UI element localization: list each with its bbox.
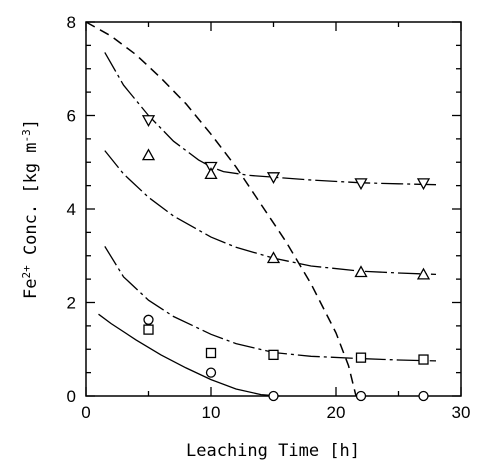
circle-marker	[355, 390, 367, 402]
fit-curve-circle	[98, 313, 280, 397]
triangle-up-marker	[204, 167, 218, 179]
triangle-up-marker	[141, 148, 156, 161]
data-markers	[141, 115, 431, 402]
x-tick-label: 30	[452, 403, 471, 422]
fit-curves	[85, 21, 437, 397]
y-tick-label: 4	[67, 200, 76, 219]
y-axis-label-sup: 2+	[20, 265, 33, 279]
y-axis-label-rest: Conc. [kg m	[21, 142, 41, 265]
axis-ticks	[85, 21, 462, 397]
triangle-down-marker	[416, 178, 431, 191]
triangle-down-marker	[266, 172, 281, 185]
axis-tick-labels: 0 10 20 30 0 2 4 6 8	[67, 13, 471, 422]
circle-marker	[205, 367, 217, 378]
y-axis-label: Fe2+ Conc. [kg m-3]	[20, 119, 42, 299]
x-axis-label: Leaching Time [h]	[186, 441, 360, 461]
y-tick-label: 8	[67, 13, 76, 32]
square-marker	[355, 352, 367, 363]
boundary-dashed-curve	[85, 21, 357, 397]
y-tick-label: 0	[67, 387, 76, 406]
triangle-down-marker	[141, 115, 156, 128]
y-tick-label: 2	[67, 294, 76, 313]
triangle-up-marker	[266, 251, 281, 264]
fit-curve-triangle-up	[104, 150, 437, 276]
triangle-up-marker	[354, 265, 368, 278]
circle-marker	[268, 390, 279, 402]
fit-curve-square	[104, 246, 437, 362]
x-tick-label: 0	[81, 403, 90, 422]
circle-marker	[418, 390, 429, 402]
y-axis-label-base: Fe	[21, 279, 41, 299]
plot-frame	[85, 21, 462, 397]
triangle-up-marker	[416, 267, 431, 280]
x-tick-label: 10	[202, 403, 221, 422]
y-tick-label: 6	[67, 107, 76, 126]
x-tick-label: 20	[327, 403, 346, 422]
square-marker	[418, 354, 429, 365]
y-axis-label-unit-sup: -3	[20, 129, 33, 142]
square-marker	[268, 349, 279, 361]
square-marker	[143, 324, 154, 335]
circle-marker	[143, 314, 154, 325]
triangle-down-marker	[354, 178, 368, 191]
y-axis-label-close: ]	[21, 119, 41, 129]
square-marker	[205, 347, 217, 359]
